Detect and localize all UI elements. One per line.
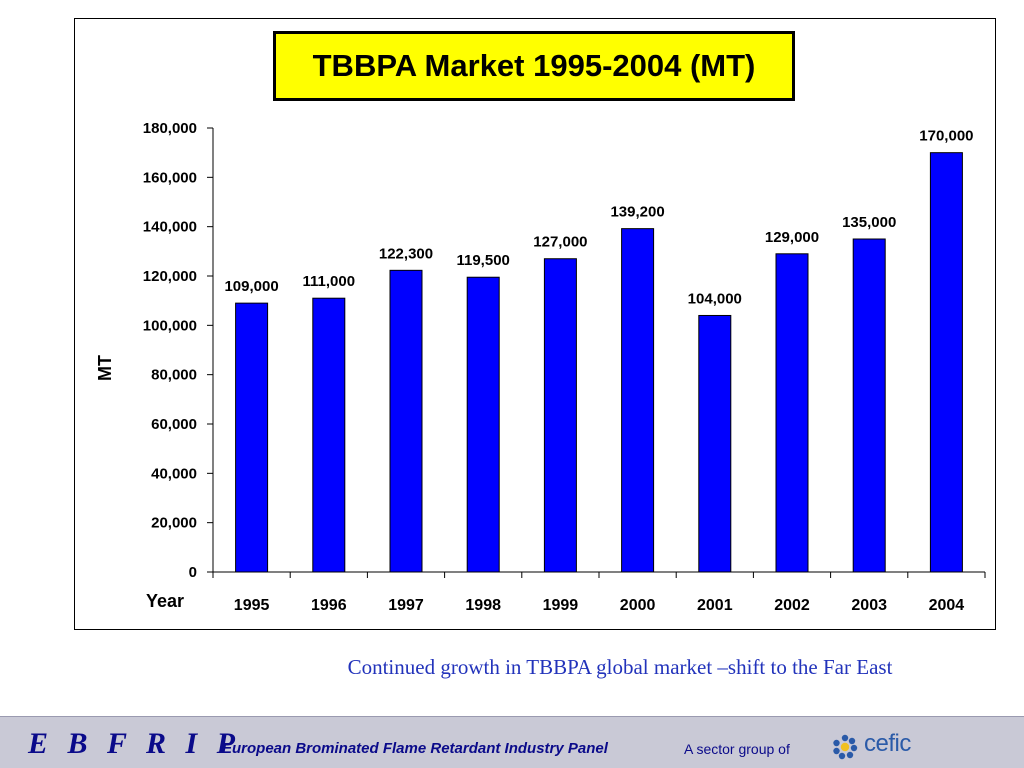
x-category-label: 1998 [465, 597, 501, 614]
bar-chart: 0 20,000 40,000 60,000 80,000 100,000 120,000 1… [95, 120, 986, 614]
x-category-label: 2004 [929, 597, 965, 614]
bar-value-label: 139,200 [610, 204, 664, 221]
y-tick-label: 100,000 [143, 317, 197, 334]
x-category-label: 2003 [851, 597, 887, 614]
x-category-label: 2000 [620, 597, 656, 614]
bar-value-label: 109,000 [224, 278, 278, 295]
bar-value-label: 129,000 [765, 229, 819, 246]
footer-bar: E B F R I P European Brominated Flame Re… [0, 716, 1024, 768]
bar [235, 302, 269, 573]
chart-frame [74, 18, 996, 630]
cefic-flower-icon [833, 734, 858, 760]
y-tick-label: 40,000 [151, 465, 197, 482]
y-tick-label: 60,000 [151, 416, 197, 433]
y-tick-label: 20,000 [151, 515, 197, 532]
cefic-logo: cefic [830, 730, 922, 762]
bar-value-label: 104,000 [688, 290, 742, 307]
x-category-label: 2001 [697, 597, 733, 614]
bar [852, 238, 886, 573]
bar [466, 276, 500, 573]
bar [929, 152, 963, 573]
bar [389, 269, 423, 573]
bar [698, 314, 732, 573]
bar-value-label: 122,300 [379, 245, 433, 262]
footer-sector-text: A sector group of [684, 741, 790, 757]
y-tick-label: 140,000 [143, 219, 197, 236]
cefic-logo-text: cefic [864, 730, 911, 757]
y-tick-label: 0 [189, 564, 197, 581]
x-category-label: 1997 [388, 597, 424, 614]
bar [775, 253, 809, 573]
bar-value-label: 170,000 [919, 128, 973, 145]
y-tick-label: 80,000 [151, 367, 197, 384]
x-category-label: 2002 [774, 597, 810, 614]
slide-caption: Continued growth in TBBPA global market … [347, 655, 893, 679]
chart-title-box: TBBPA Market 1995-2004 (MT) [273, 31, 795, 101]
y-tick-label: 180,000 [143, 120, 197, 137]
footer-panel-name: European Brominated Flame Retardant Indu… [222, 740, 608, 757]
x-category-label: 1999 [543, 597, 579, 614]
bar-value-label: 135,000 [842, 214, 896, 231]
footer-brand: E B F R I P [28, 727, 241, 760]
x-category-label: 1996 [311, 597, 347, 614]
y-tick-label: 160,000 [143, 169, 197, 186]
bar-value-label: 127,000 [533, 234, 587, 251]
bar [621, 228, 655, 573]
bar [543, 258, 577, 573]
bar [312, 297, 346, 573]
bar-value-label: 119,500 [456, 252, 509, 269]
y-axis-title: MT [95, 355, 115, 381]
bar-value-label: 111,000 [303, 273, 356, 290]
x-category-label: 1995 [234, 597, 270, 614]
y-tick-label: 120,000 [143, 268, 197, 285]
chart-title: TBBPA Market 1995-2004 (MT) [312, 48, 756, 83]
x-axis-title: Year [146, 591, 184, 611]
